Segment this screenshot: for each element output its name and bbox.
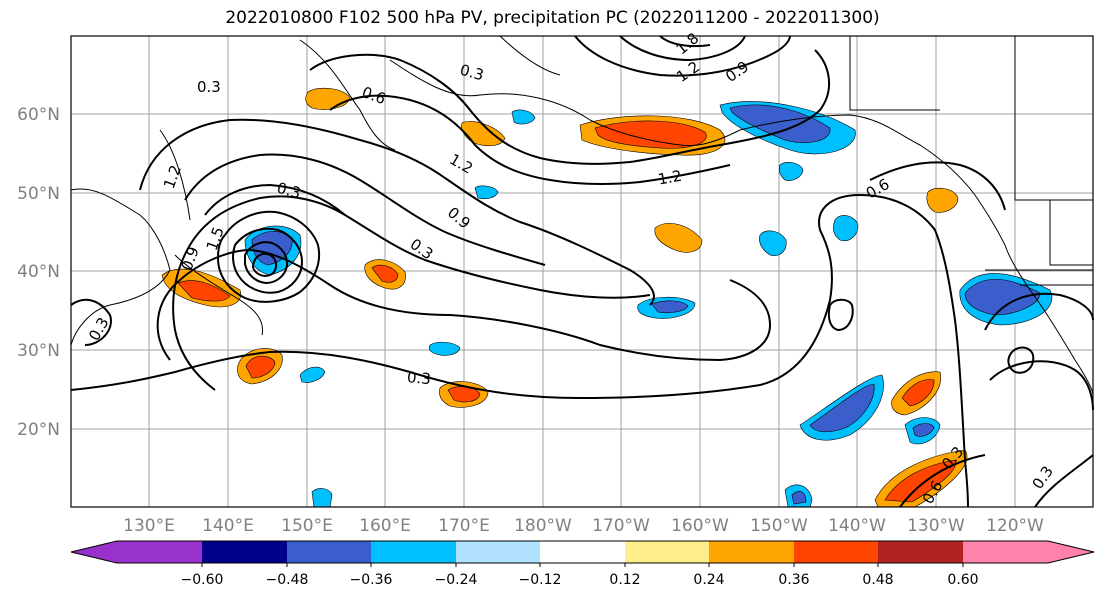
lon-label: 150°E (281, 516, 333, 536)
contour-label: 0.3 (275, 179, 303, 203)
contour-label: 1.8 (673, 29, 703, 58)
contour-label: 0.9 (722, 57, 752, 85)
lon-label: 160°W (671, 516, 729, 536)
contour-label: 0.9 (178, 244, 203, 273)
colorbar-tick-label: 0.36 (778, 572, 809, 588)
colorbar: −0.60 −0.48 −0.36 −0.24 −0.12 0.12 0.24 … (70, 540, 1095, 588)
lat-label: 20°N (17, 420, 60, 440)
contour-label: 1.2 (657, 167, 684, 189)
coastlines (70, 35, 1094, 396)
colorbar-tick-label: 0.24 (693, 572, 724, 588)
colorbar-segment (878, 541, 963, 563)
contour-label: 0.6 (360, 83, 389, 108)
colorbar-tick-label: 0.48 (862, 572, 893, 588)
colorbar-segment (709, 541, 794, 563)
lon-label: 140°W (828, 516, 886, 536)
contour-label: 0.3 (406, 368, 431, 388)
contour-label: 0.3 (197, 78, 221, 96)
contour-label: 1.2 (446, 150, 476, 178)
contour-label: 0.9 (444, 203, 474, 232)
lon-label: 160°E (359, 516, 411, 536)
lat-label: 40°N (17, 262, 60, 282)
map-frame (70, 35, 1094, 508)
colorbar-segment (371, 541, 456, 563)
graticule (71, 36, 1093, 507)
lat-label: 30°N (17, 341, 60, 361)
colorbar-segment (625, 541, 709, 563)
lat-label: 60°N (17, 105, 60, 125)
colorbar-tick-label: −0.12 (519, 572, 562, 588)
latitude-labels: 60°N 50°N 40°N 30°N 20°N (17, 105, 60, 440)
longitude-labels: 130°E 140°E 150°E 160°E 170°E 180°W 170°… (123, 516, 1044, 536)
map-title: 2022010800 F102 500 hPa PV, precipitatio… (225, 8, 880, 28)
lat-label: 50°N (17, 184, 60, 204)
colorbar-segment (287, 541, 371, 563)
colorbar-tick-label: −0.36 (350, 572, 393, 588)
lon-label: 120°W (986, 516, 1044, 536)
lon-label: 130°E (123, 516, 175, 536)
lon-label: 140°E (202, 516, 254, 536)
lon-label: 130°W (907, 516, 965, 536)
lon-label: 170°E (438, 516, 490, 536)
lon-label: 170°W (592, 516, 650, 536)
colorbar-outline (70, 540, 1095, 564)
colorbar-tick-label: −0.60 (181, 572, 224, 588)
precip-shading (161, 87, 1053, 508)
lon-label: 150°W (750, 516, 808, 536)
colorbar-segment (117, 541, 202, 563)
contour-label: 1.2 (673, 57, 703, 85)
colorbar-segment (202, 541, 287, 563)
contour-label: 1.5 (203, 224, 228, 253)
pv-contours (70, 35, 1094, 508)
colorbar-segment (1048, 541, 1094, 563)
contour-label: 1.2 (160, 163, 185, 192)
colorbar-tick-label: 0.12 (609, 572, 640, 588)
contour-label: 0.3 (458, 61, 486, 85)
colorbar-segment (794, 541, 878, 563)
contour-label: 0.3 (407, 235, 437, 263)
contour-labels: 0.3 0.6 1.2 1.8 0.9 1.2 0.3 1.2 0.9 0.3 … (85, 29, 1057, 507)
colorbar-tick-label: 0.60 (947, 572, 978, 588)
colorbar-segment (456, 541, 540, 563)
colorbar-tick-label: −0.24 (435, 572, 478, 588)
lon-label: 180°W (514, 516, 572, 536)
contour-label: 0.3 (85, 314, 113, 344)
colorbar-segment (540, 541, 625, 563)
colorbar-segment (71, 541, 117, 563)
colorbar-segment (963, 541, 1048, 563)
colorbar-tick-label: −0.48 (266, 572, 309, 588)
